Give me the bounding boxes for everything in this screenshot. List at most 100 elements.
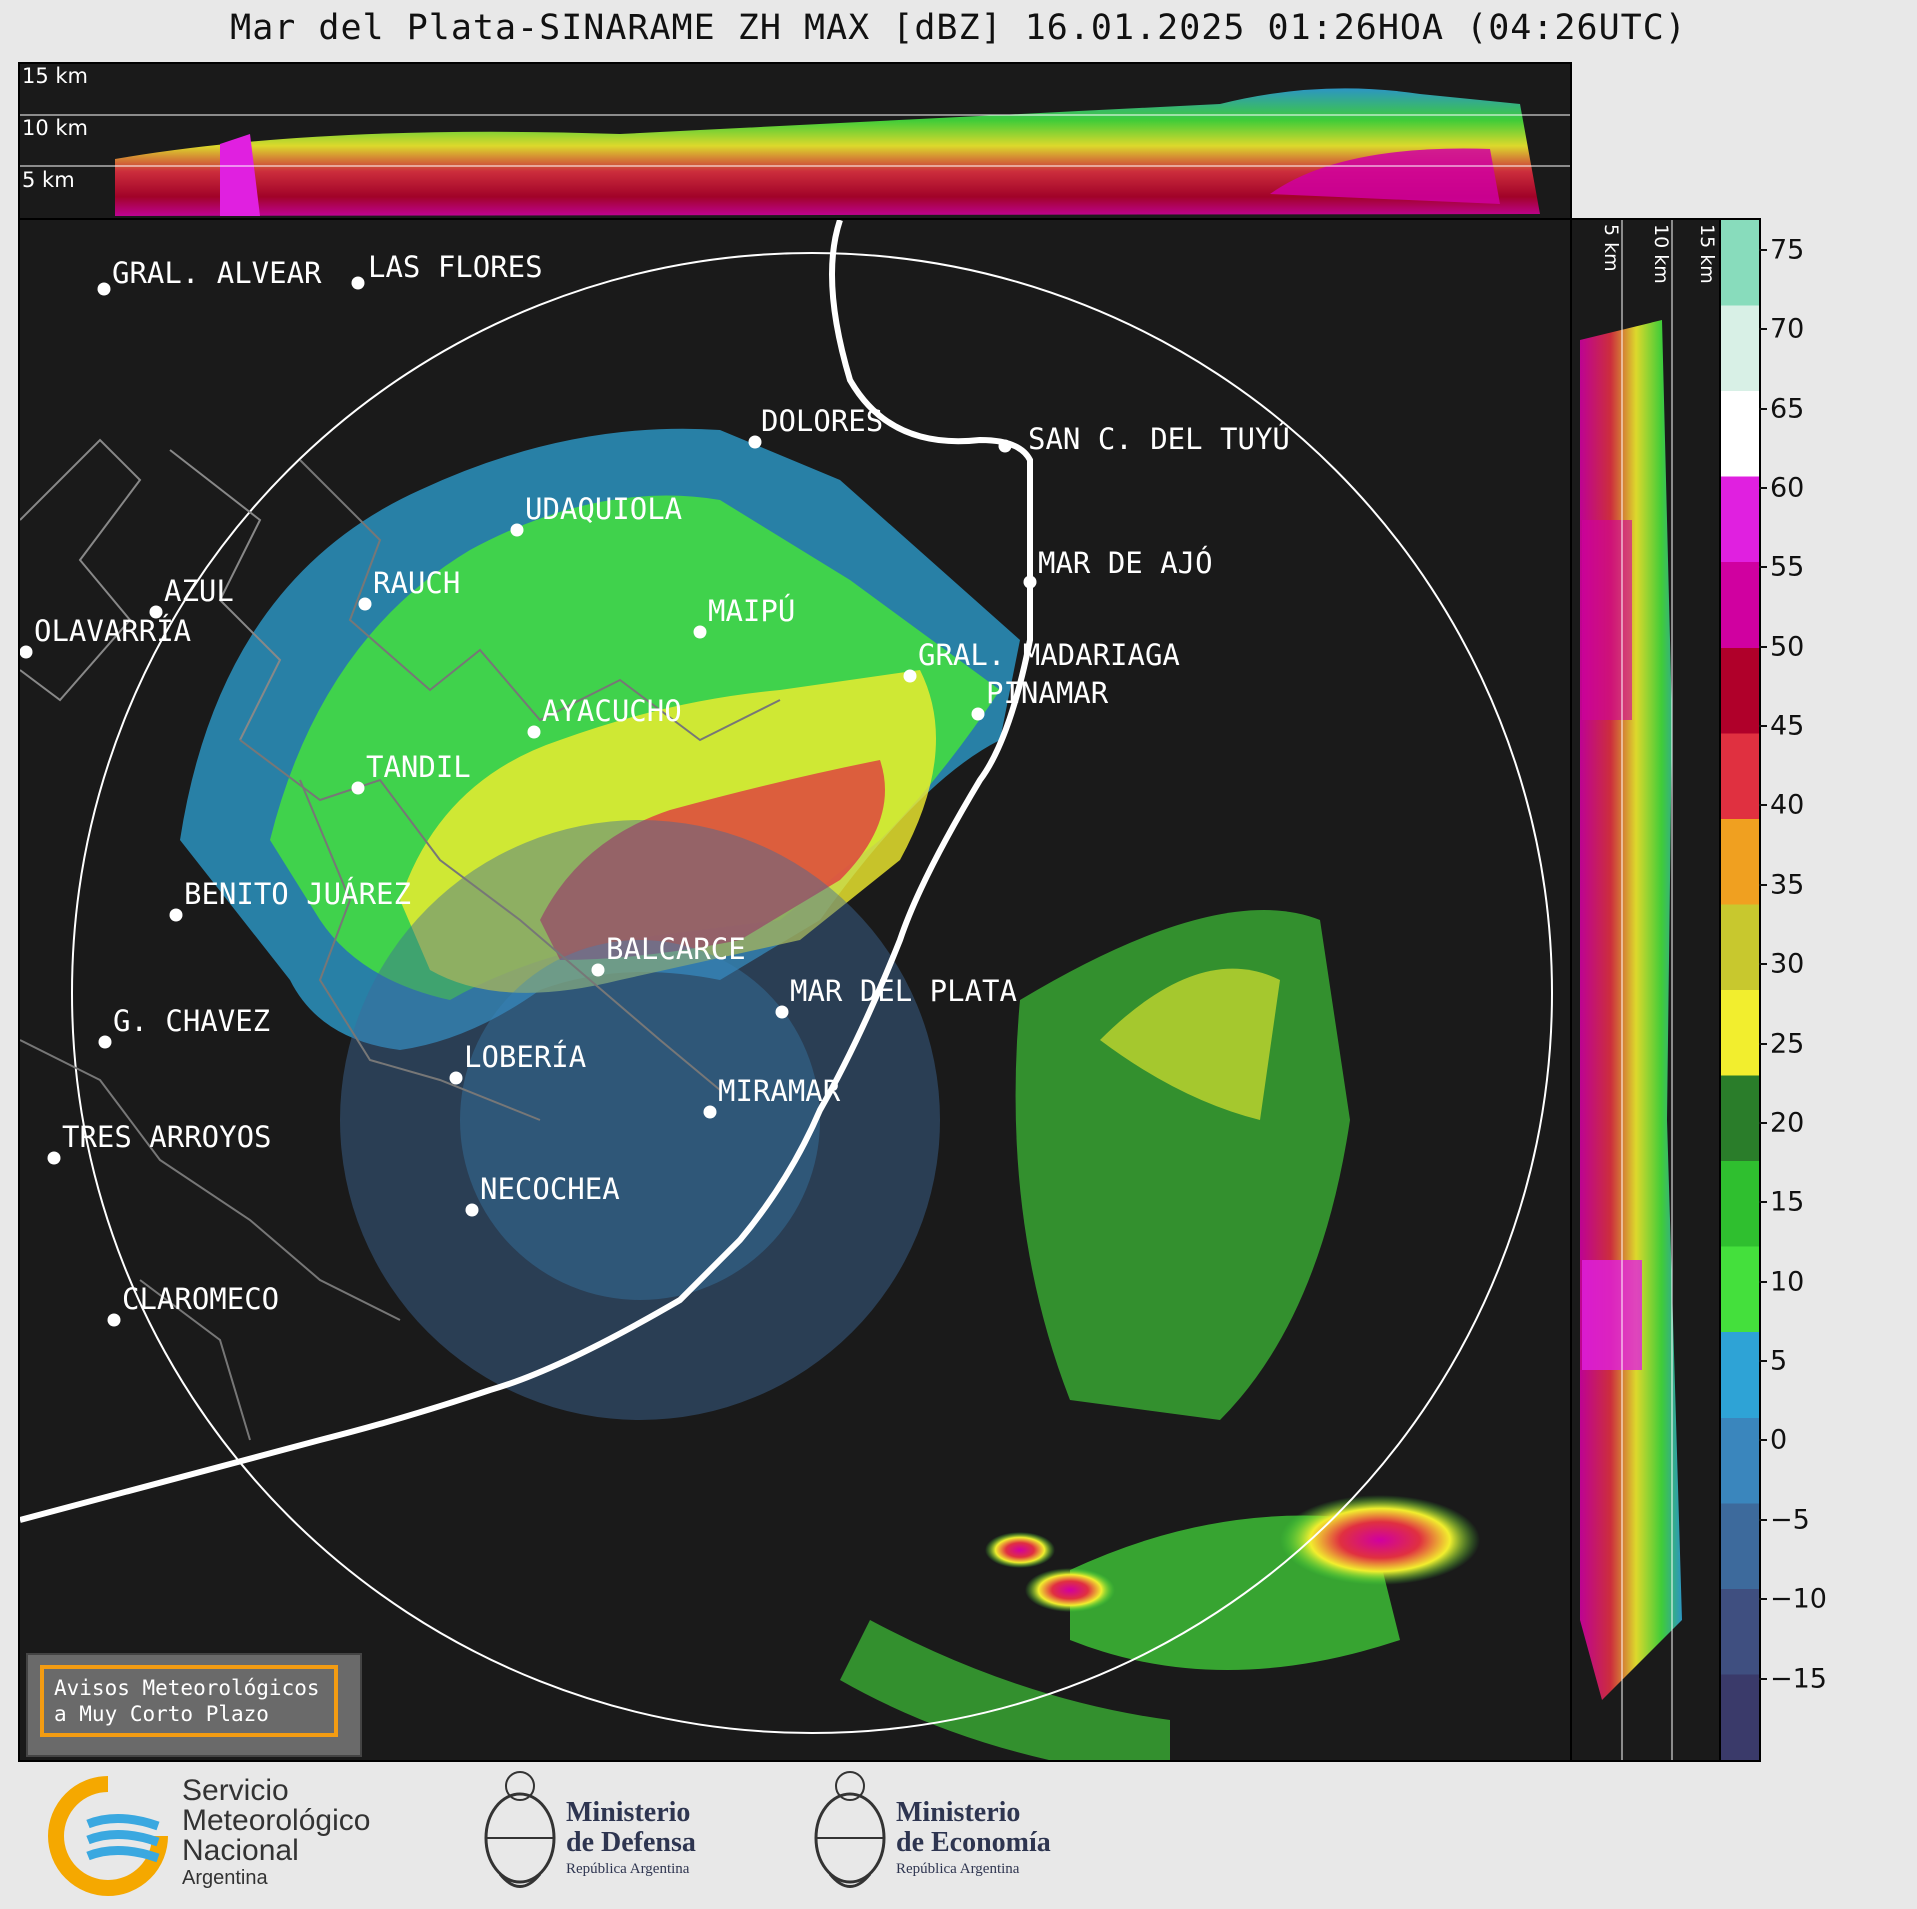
notice-line2: a Muy Corto Plazo bbox=[54, 1702, 269, 1726]
colorbar-tick-mark bbox=[1759, 1598, 1767, 1601]
colorbar-tick-label: 15 bbox=[1770, 1186, 1805, 1218]
city-label-pinamar: PINAMAR bbox=[986, 676, 1109, 710]
city-label-gral-alvear: GRAL. ALVEAR bbox=[112, 256, 322, 290]
city-dot-g-chavez bbox=[98, 1035, 112, 1049]
colorbar-tick-mark bbox=[1759, 725, 1767, 728]
city-dot-san-c-del-tuyu bbox=[998, 439, 1012, 453]
city-label-udaquiola: UDAQUIOLA bbox=[525, 492, 683, 526]
colorbar-tick-label: −10 bbox=[1770, 1583, 1827, 1615]
colorbar-tick-label: 75 bbox=[1770, 234, 1805, 266]
colorbar-tick-label: 10 bbox=[1770, 1266, 1805, 1298]
city-label-las-flores: LAS FLORES bbox=[368, 250, 543, 284]
colorbar-tick-label: 25 bbox=[1770, 1028, 1805, 1060]
city-dot-azul bbox=[149, 605, 163, 619]
smn-logo-icon bbox=[48, 1776, 168, 1896]
city-label-necochea: NECOCHEA bbox=[480, 1172, 620, 1206]
colorbar-tick-label: 20 bbox=[1770, 1107, 1805, 1139]
city-dot-benito-juarez bbox=[169, 908, 183, 922]
coat-of-arms-icon bbox=[814, 1771, 886, 1888]
city-dot-rauch bbox=[358, 597, 372, 611]
smn-line4: Argentina bbox=[182, 1867, 268, 1889]
colorbar-tick-label: 50 bbox=[1770, 631, 1805, 663]
city-dot-gral-madariaga bbox=[903, 669, 917, 683]
colorbar-tick-label: −5 bbox=[1770, 1504, 1810, 1536]
city-dot-gral-alvear bbox=[97, 282, 111, 296]
city-label-mar-de-ajo: MAR DE AJÓ bbox=[1038, 546, 1213, 580]
colorbar-tick-label: 70 bbox=[1770, 313, 1805, 345]
colorbar-tick-label: 45 bbox=[1770, 710, 1805, 742]
city-dot-loberia bbox=[449, 1071, 463, 1085]
colorbar-tick-mark bbox=[1759, 328, 1767, 331]
side-alt-label-5: 5 km bbox=[1600, 224, 1622, 272]
defensa-line1: Ministerio bbox=[566, 1797, 691, 1828]
colorbar-tick-label: 55 bbox=[1770, 551, 1805, 583]
side-alt-label-15: 15 km bbox=[1696, 224, 1718, 284]
radar-map-panel: GRAL. ALVEAR LAS FLORES DOLORES SAN C. D… bbox=[18, 218, 1572, 1762]
city-label-loberia: LOBERÍA bbox=[464, 1040, 587, 1074]
city-label-miramar: MIRAMAR bbox=[718, 1074, 841, 1108]
city-label-maipu: MAIPÚ bbox=[708, 594, 796, 628]
top-alt-label-15: 15 km bbox=[22, 64, 89, 88]
chart-title: Mar del Plata-SINARAME ZH MAX [dBZ] 16.0… bbox=[230, 8, 1687, 48]
city-dot-miramar bbox=[703, 1105, 717, 1119]
top-cross-section-plot bbox=[20, 88, 1570, 216]
defensa-line3: República Argentina bbox=[566, 1861, 690, 1877]
city-dot-olavarria bbox=[20, 645, 33, 659]
colorbar-tick-mark bbox=[1759, 566, 1767, 569]
notice-line1: Avisos Meteorológicos bbox=[54, 1676, 320, 1700]
city-dot-tandil bbox=[351, 781, 365, 795]
city-dot-balcarce bbox=[591, 963, 605, 977]
colorbar-tick-label: 30 bbox=[1770, 948, 1805, 980]
colorbar-tick-mark bbox=[1759, 883, 1767, 886]
colorbar-tick-label: 0 bbox=[1770, 1424, 1788, 1456]
city-dot-las-flores bbox=[351, 276, 365, 290]
notice-box: Avisos Meteorológicos a Muy Corto Plazo bbox=[26, 1653, 362, 1757]
colorbar-tick-label: 35 bbox=[1770, 869, 1805, 901]
radar-map-plot bbox=[20, 220, 1553, 1760]
top-alt-label-5: 5 km bbox=[22, 168, 75, 192]
city-dot-ayacucho bbox=[527, 725, 541, 739]
colorbar-tick-label: 65 bbox=[1770, 393, 1805, 424]
colorbar-tick-mark bbox=[1759, 804, 1767, 807]
economia-line3: República Argentina bbox=[896, 1861, 1020, 1877]
colorbar-tick-mark bbox=[1759, 248, 1767, 251]
city-label-g-chavez: G. CHAVEZ bbox=[113, 1004, 271, 1038]
top-cross-section-panel: 15 km 10 km 5 km bbox=[18, 62, 1572, 220]
coat-of-arms-icon bbox=[484, 1771, 556, 1888]
smn-line1: Servicio bbox=[182, 1774, 289, 1807]
colorbar-tick-mark bbox=[1759, 963, 1767, 966]
smn-line3: Nacional bbox=[182, 1834, 299, 1867]
city-label-benito-juarez: BENITO JUÁREZ bbox=[184, 877, 411, 911]
colorbar-tick-mark bbox=[1759, 1677, 1767, 1680]
city-label-rauch: RAUCH bbox=[373, 566, 461, 600]
colorbar-tick-mark bbox=[1759, 1121, 1767, 1124]
city-dot-udaquiola bbox=[510, 523, 524, 537]
city-dot-dolores bbox=[748, 435, 762, 449]
city-label-ayacucho: AYACUCHO bbox=[542, 694, 682, 728]
side-alt-label-10: 10 km bbox=[1650, 224, 1672, 284]
colorbar-tick-mark bbox=[1759, 1042, 1767, 1045]
colorbar bbox=[1719, 218, 1761, 1762]
colorbar-tick-label: 60 bbox=[1770, 472, 1805, 504]
notice-inner: Avisos Meteorológicos a Muy Corto Plazo bbox=[40, 1665, 338, 1737]
colorbar-tick-mark bbox=[1759, 486, 1767, 489]
city-label-balcarce: BALCARCE bbox=[606, 932, 746, 966]
city-label-claromeco: CLAROMECO bbox=[122, 1282, 280, 1316]
city-label-dolores: DOLORES bbox=[761, 404, 884, 438]
colorbar-tick-mark bbox=[1759, 645, 1767, 648]
defensa-line2: de Defensa bbox=[566, 1827, 696, 1858]
colorbar-tick-mark bbox=[1759, 407, 1767, 410]
city-label-tres-arroyos: TRES ARROYOS bbox=[62, 1120, 272, 1154]
city-dot-maipu bbox=[693, 625, 707, 639]
colorbar-tick-mark bbox=[1759, 1439, 1767, 1442]
colorbar-tick-mark bbox=[1759, 1280, 1767, 1283]
city-dot-tres-arroyos bbox=[47, 1151, 61, 1165]
smn-line2: Meteorológico bbox=[182, 1804, 371, 1837]
colorbar-tick-label: 5 bbox=[1770, 1345, 1788, 1377]
top-alt-label-10: 10 km bbox=[22, 116, 89, 140]
city-label-gral-madariaga: GRAL. MADARIAGA bbox=[918, 638, 1180, 672]
colorbar-tick-mark bbox=[1759, 1518, 1767, 1521]
city-dot-necochea bbox=[465, 1203, 479, 1217]
side-cross-section-panel: 5 km 10 km 15 km bbox=[1570, 218, 1723, 1762]
city-label-mar-del-plata: MAR DEL PLATA bbox=[790, 974, 1017, 1008]
